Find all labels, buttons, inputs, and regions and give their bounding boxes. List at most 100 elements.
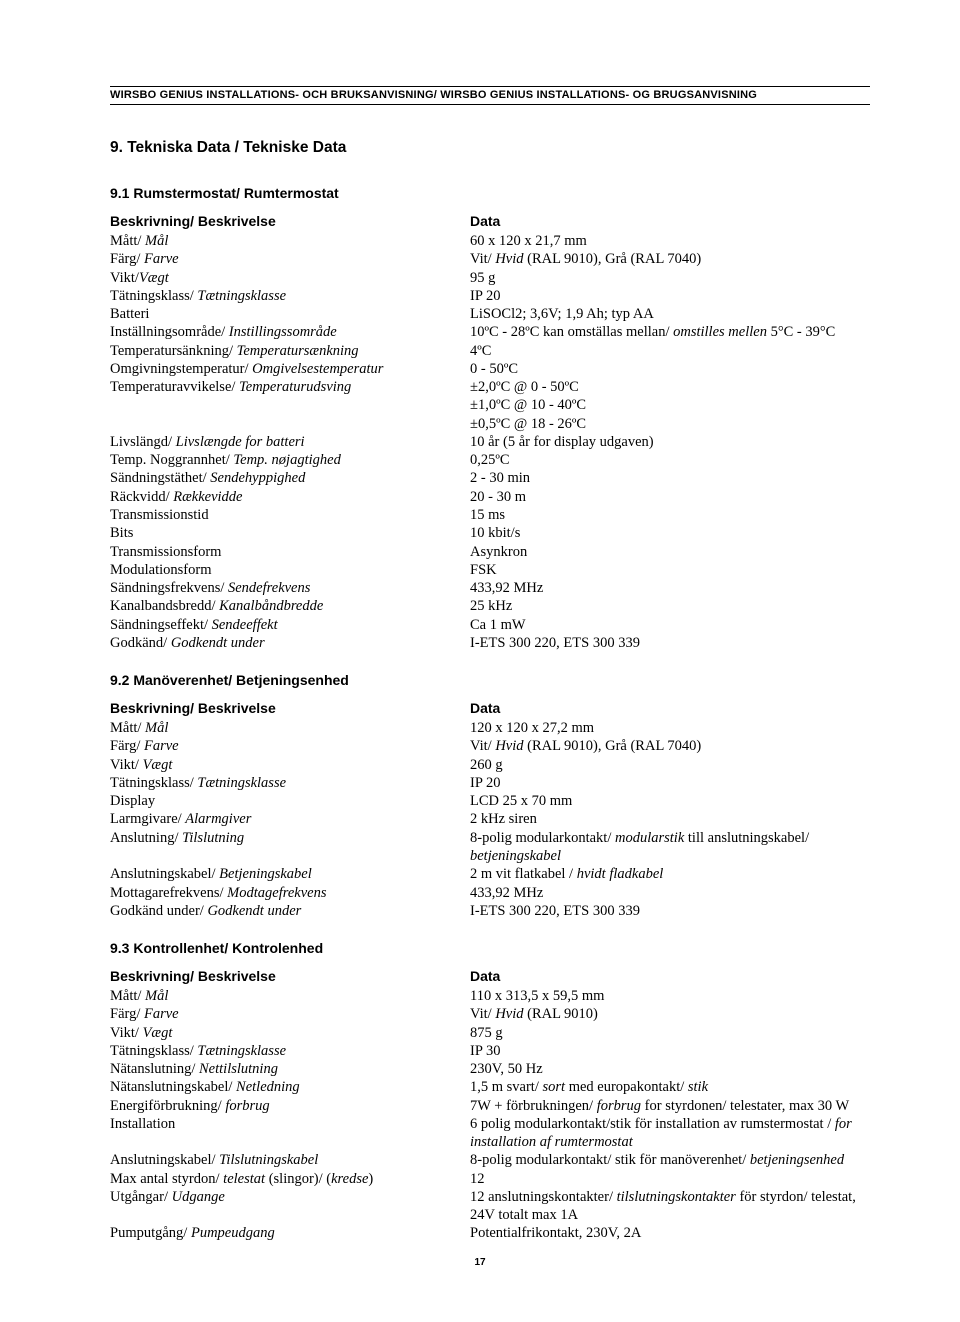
spec-data: 433,92 MHz [470, 884, 870, 902]
spec-data: IP 20 [470, 287, 870, 305]
spec-row: ±1,0ºC @ 10 - 40ºC [110, 396, 870, 414]
spec-label: Utgångar/ Udgange [110, 1188, 470, 1225]
spec-data: 12 [470, 1170, 870, 1188]
spec-label: Energiförbrukning/ forbrug [110, 1097, 470, 1115]
spec-data: 10 kbit/s [470, 524, 870, 542]
spec-row: Godkänd/ Godkendt underI-ETS 300 220, ET… [110, 634, 870, 652]
spec-row: Mått/ Mål60 x 120 x 21,7 mm [110, 232, 870, 250]
spec-data: IP 30 [470, 1042, 870, 1060]
spec-label: Vikt/ Vægt [110, 1024, 470, 1042]
spec-row: Anslutningskabel/ Betjeningskabel2 m vit… [110, 865, 870, 883]
spec-data: I-ETS 300 220, ETS 300 339 [470, 634, 870, 652]
spec-data: ±1,0ºC @ 10 - 40ºC [470, 396, 870, 414]
spec-row: Utgångar/ Udgange12 anslutningskontakter… [110, 1188, 870, 1225]
spec-row: Livslängd/ Livslængde for batteri10 år (… [110, 433, 870, 451]
spec-data: 2 - 30 min [470, 469, 870, 487]
spec-row: Bits10 kbit/s [110, 524, 870, 542]
column-heading-data: Data [470, 700, 870, 716]
spec-row: Pumputgång/ PumpeudgangPotentialfrikonta… [110, 1224, 870, 1242]
spec-data: 10ºC - 28ºC kan omställas mellan/ omstil… [470, 323, 870, 341]
spec-row: Mått/ Mål120 x 120 x 27,2 mm [110, 719, 870, 737]
spec-label: Transmissionstid [110, 506, 470, 524]
spec-label: Mottagarefrekvens/ Modtagefrekvens [110, 884, 470, 902]
column-heading-data: Data [470, 213, 870, 229]
spec-row: Energiförbrukning/ forbrug7W + förbrukni… [110, 1097, 870, 1115]
spec-label: Larmgivare/ Alarmgiver [110, 810, 470, 828]
spec-row: Färg/ FarveVit/ Hvid (RAL 9010), Grå (RA… [110, 250, 870, 268]
spec-row: Larmgivare/ Alarmgiver2 kHz siren [110, 810, 870, 828]
spec-label: Pumputgång/ Pumpeudgang [110, 1224, 470, 1242]
spec-row: Mått/ Mål110 x 313,5 x 59,5 mm [110, 987, 870, 1005]
spec-data: 20 - 30 m [470, 488, 870, 506]
spec-data: LiSOCl2; 3,6V; 1,9 Ah; typ AA [470, 305, 870, 323]
spec-data: Potentialfrikontakt, 230V, 2A [470, 1224, 870, 1242]
spec-data: Vit/ Hvid (RAL 9010) [470, 1005, 870, 1023]
spec-row: Godkänd under/ Godkendt underI-ETS 300 2… [110, 902, 870, 920]
spec-row: Inställningsområde/ Instillingssområde10… [110, 323, 870, 341]
spec-row: Nätanslutningskabel/ Netledning1,5 m sva… [110, 1078, 870, 1096]
spec-row: BatteriLiSOCl2; 3,6V; 1,9 Ah; typ AA [110, 305, 870, 323]
page-header: WIRSBO GENIUS INSTALLATIONS- OCH BRUKSAN… [110, 89, 870, 105]
spec-data: FSK [470, 561, 870, 579]
spec-label: Nätanslutning/ Nettilslutning [110, 1060, 470, 1078]
section-title: 9. Tekniska Data / Tekniske Data [110, 139, 870, 157]
header-top-rule [110, 86, 870, 87]
spec-label: Tätningsklass/ Tætningsklasse [110, 1042, 470, 1060]
spec-row: Tätningsklass/ TætningsklasseIP 20 [110, 774, 870, 792]
spec-label: Installation [110, 1115, 470, 1152]
spec-row: Installation6 polig modularkontakt/stik … [110, 1115, 870, 1152]
subsection-title: 9.1 Rumstermostat/ Rumtermostat [110, 185, 870, 201]
spec-data: 230V, 50 Hz [470, 1060, 870, 1078]
spec-row: Sändningseffekt/ SendeeffektCa 1 mW [110, 616, 870, 634]
spec-row: Temp. Noggrannhet/ Temp. nøjagtighed0,25… [110, 451, 870, 469]
spec-table-head: Beskrivning/ BeskrivelseData [110, 213, 870, 229]
spec-data: 10 år (5 år for display udgaven) [470, 433, 870, 451]
page-number: 17 [0, 1257, 960, 1268]
spec-data: 2 m vit flatkabel / hvidt fladkabel [470, 865, 870, 883]
spec-row: Omgivningstemperatur/ Omgivelsestemperat… [110, 360, 870, 378]
spec-row: Nätanslutning/ Nettilslutning230V, 50 Hz [110, 1060, 870, 1078]
spec-data: 60 x 120 x 21,7 mm [470, 232, 870, 250]
spec-label: Godkänd under/ Godkendt under [110, 902, 470, 920]
spec-label: Modulationsform [110, 561, 470, 579]
spec-row: TransmissionsformAsynkron [110, 543, 870, 561]
column-heading-label: Beskrivning/ Beskrivelse [110, 700, 470, 716]
spec-data: 0,25ºC [470, 451, 870, 469]
spec-row: Kanalbandsbredd/ Kanalbåndbredde25 kHz [110, 597, 870, 615]
spec-row: Temperatursänkning/ Temperatursænkning4º… [110, 342, 870, 360]
spec-label: Färg/ Farve [110, 1005, 470, 1023]
spec-row: Tätningsklass/ TætningsklasseIP 30 [110, 1042, 870, 1060]
spec-row: Mottagarefrekvens/ Modtagefrekvens433,92… [110, 884, 870, 902]
subsection-title: 9.3 Kontrollenhet/ Kontrolenhed [110, 940, 870, 956]
spec-data: 120 x 120 x 27,2 mm [470, 719, 870, 737]
spec-row: Vikt/Vægt95 g [110, 269, 870, 287]
spec-section: 9.2 Manöverenhet/ Betjeningsenhed Beskriv… [110, 672, 870, 920]
spec-table-head: Beskrivning/ BeskrivelseData [110, 968, 870, 984]
column-heading-data: Data [470, 968, 870, 984]
spec-row: DisplayLCD 25 x 70 mm [110, 792, 870, 810]
spec-data: 7W + förbrukningen/ forbrug for styrdone… [470, 1097, 870, 1115]
spec-label: Mått/ Mål [110, 987, 470, 1005]
subsection-title: 9.2 Manöverenhet/ Betjeningsenhed [110, 672, 870, 688]
spec-label: Livslängd/ Livslængde for batteri [110, 433, 470, 451]
spec-row: Sändningsfrekvens/ Sendefrekvens433,92 M… [110, 579, 870, 597]
spec-data: 875 g [470, 1024, 870, 1042]
spec-section: 9.1 Rumstermostat/ Rumtermostat Beskrivni… [110, 185, 870, 652]
column-heading-label: Beskrivning/ Beskrivelse [110, 213, 470, 229]
spec-label: Anslutningskabel/ Tilslutningskabel [110, 1151, 470, 1169]
spec-data: IP 20 [470, 774, 870, 792]
spec-label: Räckvidd/ Rækkevidde [110, 488, 470, 506]
spec-label: Tätningsklass/ Tætningsklasse [110, 287, 470, 305]
spec-label: Nätanslutningskabel/ Netledning [110, 1078, 470, 1096]
spec-label: Display [110, 792, 470, 810]
spec-label: Färg/ Farve [110, 250, 470, 268]
spec-data: 8-polig modularkontakt/ modularstik till… [470, 829, 870, 866]
spec-label: Sändningseffekt/ Sendeeffekt [110, 616, 470, 634]
spec-data: 15 ms [470, 506, 870, 524]
spec-label: Omgivningstemperatur/ Omgivelsestemperat… [110, 360, 470, 378]
spec-data: 25 kHz [470, 597, 870, 615]
sections-container: 9.1 Rumstermostat/ Rumtermostat Beskrivni… [110, 185, 870, 1243]
spec-data: Ca 1 mW [470, 616, 870, 634]
spec-row: Färg/ FarveVit/ Hvid (RAL 9010), Grå (RA… [110, 737, 870, 755]
spec-data: 2 kHz siren [470, 810, 870, 828]
